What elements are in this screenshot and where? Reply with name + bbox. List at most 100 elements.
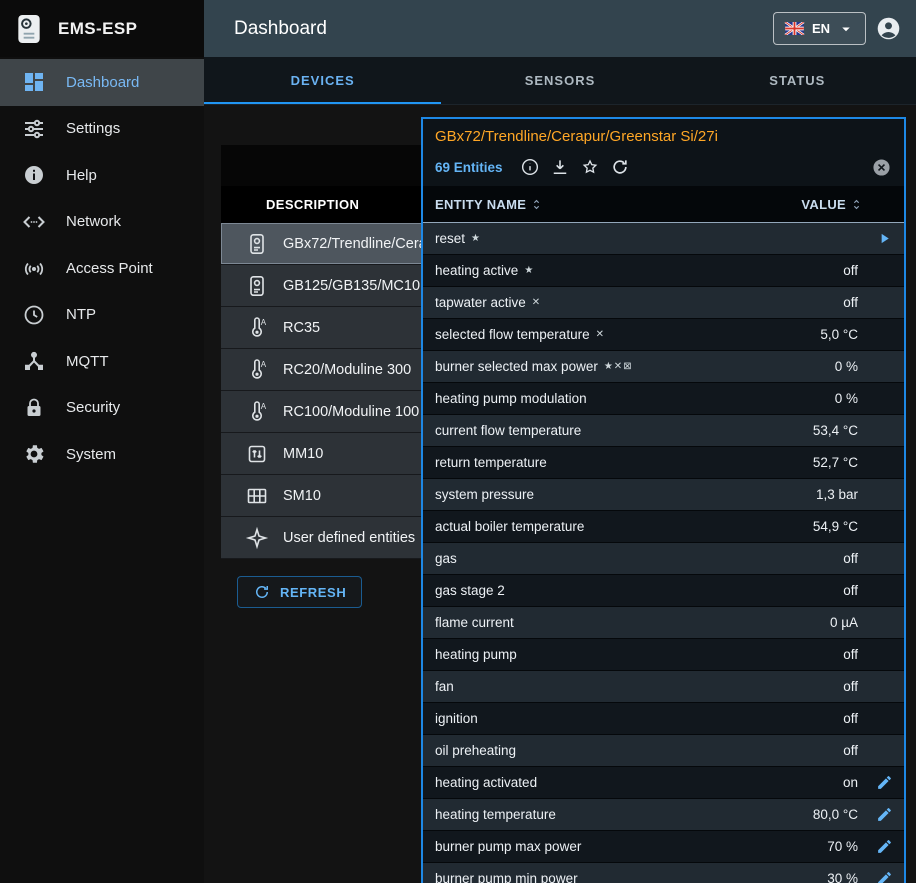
entity-name: heating pump (435, 647, 517, 662)
refresh-entities-icon[interactable] (605, 153, 635, 181)
entity-name: reset (435, 231, 466, 246)
entity-value: 0 % (834, 359, 858, 374)
sidebar-item-security[interactable]: Security (0, 385, 204, 432)
entity-name: tapwater active (435, 295, 526, 310)
language-label: EN (811, 21, 830, 36)
entity-name: heating active (435, 263, 519, 278)
entity-badges: ★ (524, 265, 535, 276)
sidebar-item-ntp[interactable]: NTP (0, 292, 204, 339)
entity-value: off (843, 551, 858, 566)
entity-action (864, 870, 904, 883)
sidebar-item-label: Help (66, 166, 97, 184)
close-icon[interactable] (866, 153, 896, 181)
entity-row: ignition off (423, 703, 904, 735)
entity-row: oil preheating off (423, 735, 904, 767)
download-icon[interactable] (545, 153, 575, 181)
device-name: SM10 (283, 487, 321, 504)
sidebar-item-help[interactable]: Help (0, 152, 204, 199)
entity-row: gas off (423, 543, 904, 575)
entity-value: off (843, 647, 858, 662)
sidebar-item-mqtt[interactable]: MQTT (0, 338, 204, 385)
entity-name-column[interactable]: ENTITY NAME (435, 197, 544, 212)
sidebar-item-settings[interactable]: Settings (0, 106, 204, 153)
svg-text:A: A (261, 318, 267, 327)
edit-icon[interactable] (876, 838, 893, 855)
sidebar-item-system[interactable]: System (0, 431, 204, 478)
entity-badges: ★ (471, 233, 481, 244)
tab-sensors[interactable]: SENSORS (441, 57, 678, 104)
tab-devices[interactable]: DEVICES (204, 57, 442, 104)
entity-row: reset ★ (423, 223, 904, 255)
entity-value: 30 % (827, 871, 858, 883)
help-icon (22, 163, 46, 187)
entity-name: flame current (435, 615, 514, 630)
device-name: RC35 (283, 319, 321, 336)
sidebar-item-network[interactable]: Network (0, 199, 204, 246)
entity-value: 52,7 °C (812, 455, 858, 470)
language-selector[interactable]: EN (772, 12, 866, 45)
value-column-label: VALUE (801, 196, 846, 212)
entity-name: selected flow temperature (435, 327, 590, 342)
svg-text:A: A (261, 360, 267, 369)
tab-status[interactable]: STATUS (679, 57, 916, 104)
access-point-icon (22, 256, 46, 280)
device-entities-dialog: GBx72/Trendline/Cerapur/Greenstar Si/27i… (421, 117, 906, 883)
entity-row: heating active ★ off (423, 255, 904, 287)
sidebar-item-label: Network (66, 213, 122, 231)
refresh-button[interactable]: REFRESH (237, 576, 363, 608)
value-column[interactable]: VALUE (801, 197, 864, 212)
sidebar-item-label: Access Point (66, 259, 153, 277)
entity-row: heating pump modulation 0 % (423, 383, 904, 415)
entity-name: burner pump max power (435, 839, 582, 854)
edit-icon[interactable] (876, 870, 893, 883)
entity-value: 1,3 bar (815, 487, 858, 502)
device-name: User defined entities (283, 529, 416, 546)
sidebar-item-label: Dashboard (66, 73, 140, 91)
run-command-icon[interactable] (876, 230, 893, 247)
uk-flag-icon (784, 22, 805, 35)
boiler-icon (245, 274, 269, 298)
entity-value: 54,9 °C (812, 519, 858, 534)
info-icon[interactable] (515, 153, 545, 181)
settings-icon (22, 117, 46, 141)
sidebar-item-label: Settings (66, 120, 121, 138)
sidebar-item-label: Security (66, 399, 121, 417)
account-icon[interactable] (875, 15, 902, 42)
sidebar-item-dashboard[interactable]: Dashboard (0, 59, 204, 106)
entity-action (864, 838, 904, 855)
entity-name-column-label: ENTITY NAME (435, 196, 527, 212)
network-icon (22, 210, 46, 234)
entity-value: off (843, 743, 858, 758)
entity-name: return temperature (435, 455, 547, 470)
entity-value: 53,4 °C (812, 423, 858, 438)
favorites-filter-icon[interactable] (575, 153, 605, 181)
mqtt-icon (22, 349, 46, 373)
entity-name: fan (435, 679, 454, 694)
solar-icon (245, 484, 269, 508)
app-title: EMS-ESP (58, 18, 138, 38)
sidebar-item-access-point[interactable]: Access Point (0, 245, 204, 292)
device-name: RC20/Moduline 300 (283, 361, 412, 378)
entity-badges: ✕ (595, 329, 605, 340)
sidebar-nav: Dashboard Settings Help Network Access Point… (0, 57, 204, 478)
tab-label: DEVICES (290, 73, 355, 88)
entity-badges: ✕ (531, 297, 542, 308)
chevron-down-icon (837, 20, 855, 38)
entity-row: actual boiler temperature 54,9 °C (423, 511, 904, 543)
entity-value: on (842, 775, 858, 790)
entity-action (864, 774, 904, 791)
edit-icon[interactable] (876, 774, 893, 791)
dashboard-icon (22, 70, 46, 94)
entity-row: burner selected max power ★✕⊠ 0 % (423, 351, 904, 383)
thermostat-icon: A (245, 358, 269, 382)
tabbar: DEVICES SENSORS STATUS (204, 57, 916, 105)
device-name: GB125/GB135/MC10 (283, 277, 421, 294)
entity-value: off (843, 711, 858, 726)
entity-badges: ★✕⊠ (603, 361, 633, 372)
entity-value: off (843, 295, 858, 310)
description-column-label: DESCRIPTION (266, 197, 360, 212)
page-title: Dashboard (234, 17, 327, 39)
edit-icon[interactable] (876, 806, 893, 823)
device-name: GBx72/Trendline/Cera (283, 235, 427, 252)
